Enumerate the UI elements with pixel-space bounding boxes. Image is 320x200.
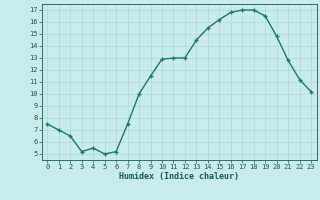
- X-axis label: Humidex (Indice chaleur): Humidex (Indice chaleur): [119, 172, 239, 181]
